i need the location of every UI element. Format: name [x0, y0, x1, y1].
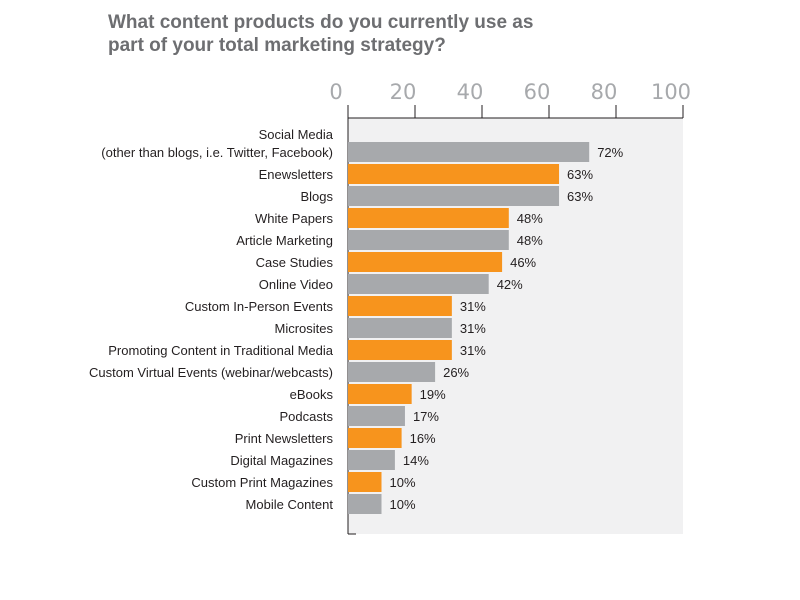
x-tick-label: 100: [651, 80, 691, 104]
bar: [348, 428, 402, 448]
value-label: 14%: [403, 453, 429, 468]
category-label: Article Marketing: [236, 233, 333, 248]
x-tick-label: 20: [390, 80, 417, 104]
category-label: White Papers: [255, 211, 334, 226]
value-label: 16%: [410, 431, 436, 446]
value-label: 31%: [460, 343, 486, 358]
bar: [348, 252, 503, 272]
category-label: Custom In-Person Events: [185, 299, 334, 314]
x-tick-label: 80: [591, 80, 618, 104]
x-tick-label: 40: [457, 80, 484, 104]
value-label: 48%: [517, 211, 543, 226]
value-label: 31%: [460, 299, 486, 314]
value-label: 72%: [597, 145, 623, 160]
category-label: Blogs: [300, 189, 333, 204]
chart-title: What content products do you currently u…: [108, 12, 534, 56]
x-tick-label: 60: [524, 80, 551, 104]
value-label: 17%: [413, 409, 439, 424]
bar: [348, 384, 412, 404]
category-label: Enewsletters: [259, 167, 334, 182]
bar: [348, 450, 395, 470]
value-label: 31%: [460, 321, 486, 336]
category-label: Promoting Content in Traditional Media: [108, 343, 334, 358]
bar: [348, 406, 405, 426]
category-label: Online Video: [259, 277, 333, 292]
bar: [348, 208, 509, 228]
value-label: 19%: [420, 387, 446, 402]
value-label: 46%: [510, 255, 536, 270]
value-label: 63%: [567, 167, 593, 182]
bar: [348, 362, 436, 382]
bar: [348, 274, 489, 294]
value-label: 48%: [517, 233, 543, 248]
category-label: Digital Magazines: [230, 453, 333, 468]
bar: [348, 142, 590, 162]
category-label: Mobile Content: [246, 497, 334, 512]
value-label: 63%: [567, 189, 593, 204]
category-label: Custom Virtual Events (webinar/webcasts): [89, 365, 333, 380]
value-label: 10%: [390, 497, 416, 512]
bar: [348, 186, 560, 206]
category-label: eBooks: [290, 387, 334, 402]
bar: [348, 164, 560, 184]
category-label: Microsites: [274, 321, 333, 336]
category-label: Podcasts: [280, 409, 334, 424]
category-label: Case Studies: [256, 255, 334, 270]
value-label: 10%: [390, 475, 416, 490]
bar: [348, 296, 452, 316]
bar: [348, 318, 452, 338]
bar: [348, 230, 509, 250]
value-label: 42%: [497, 277, 523, 292]
bar: [348, 340, 452, 360]
bar: [348, 472, 382, 492]
category-label: Custom Print Magazines: [191, 475, 333, 490]
category-label: Social Media (other than blogs, i.e. Twit…: [101, 127, 333, 160]
x-tick-label: 0: [329, 80, 342, 104]
category-label: Print Newsletters: [235, 431, 334, 446]
bar: [348, 494, 382, 514]
value-label: 26%: [443, 365, 469, 380]
